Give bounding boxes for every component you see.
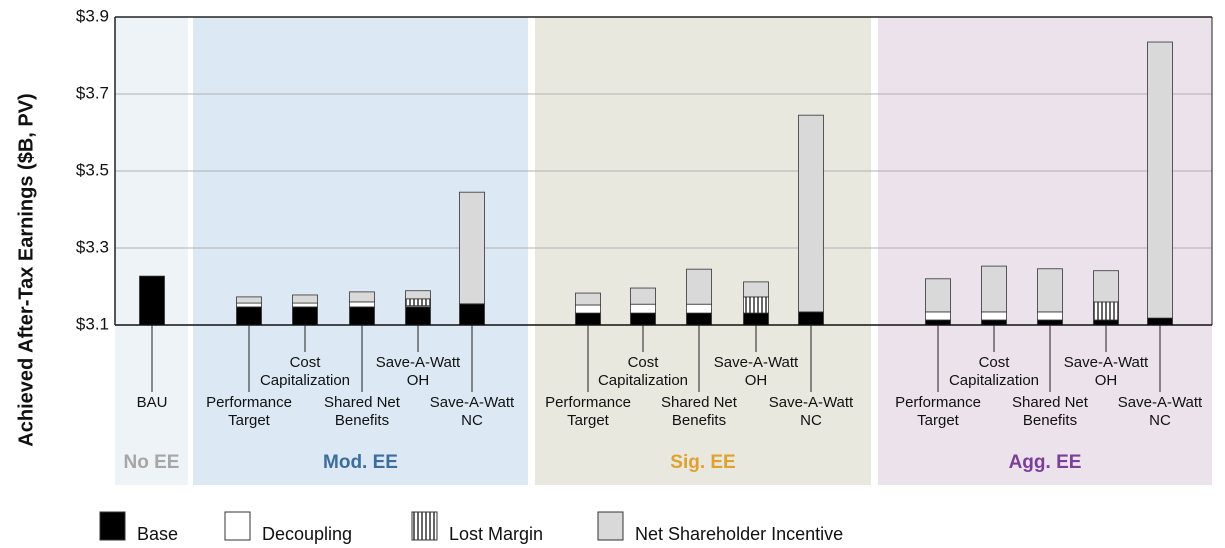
legend-swatch — [411, 511, 438, 541]
category-label: OH — [745, 372, 768, 389]
y-tick-label: $3.7 — [76, 83, 109, 102]
legend-swatch — [224, 511, 251, 541]
y-axis-title: Achieved After-Tax Earnings ($B, PV) — [15, 93, 37, 446]
bar-segment — [1093, 319, 1119, 326]
bar-segment — [1093, 301, 1119, 321]
bar-segment — [981, 311, 1007, 321]
bar-segment — [743, 312, 769, 326]
bar-segment — [925, 319, 951, 326]
bar-segment — [925, 311, 951, 321]
category-label: Benefits — [335, 412, 389, 429]
category-label: Cost — [628, 354, 660, 371]
legend: Base Decoupling Lost Margin Net Shareholder… — [99, 511, 843, 544]
category-label: OH — [407, 372, 430, 389]
category-label: NC — [800, 412, 822, 429]
bar-segment — [1037, 268, 1063, 313]
category-label: Capitalization — [949, 372, 1039, 389]
category-label: Benefits — [672, 412, 726, 429]
category-label: Save-A-Watt — [769, 394, 854, 411]
category-label: Save-A-Watt — [714, 354, 799, 371]
legend-swatch — [597, 511, 624, 541]
bar-segment — [459, 191, 485, 305]
bar-segment — [1037, 319, 1063, 326]
bar-segment — [236, 306, 262, 326]
y-tick-label: $3.5 — [76, 160, 109, 179]
category-label: Target — [917, 412, 960, 429]
bar-segment — [1147, 317, 1173, 326]
bar-segment — [630, 287, 656, 305]
y-tick-label: $3.9 — [76, 6, 109, 25]
legend-swatch — [99, 511, 126, 541]
bar-segment — [798, 114, 824, 313]
category-label: Performance — [895, 394, 981, 411]
bar-segment — [630, 312, 656, 326]
bar-segment — [798, 311, 824, 326]
category-label: NC — [461, 412, 483, 429]
bar-segment — [292, 302, 318, 308]
group-label: Mod. EE — [323, 452, 398, 473]
bar-segment — [743, 296, 769, 314]
legend-label: Decoupling — [262, 524, 352, 544]
bar-segment — [405, 306, 431, 326]
category-label: Save-A-Watt — [1064, 354, 1149, 371]
group-band — [115, 17, 188, 485]
bar-segment — [405, 290, 431, 300]
category-label: Capitalization — [260, 372, 350, 389]
bar-segment — [349, 301, 375, 308]
bar-segment — [575, 304, 601, 314]
bar-segment — [1147, 41, 1173, 319]
category-label: NC — [1149, 412, 1171, 429]
legend-label: Lost Margin — [449, 524, 543, 544]
bar-segment — [236, 296, 262, 304]
category-label: Performance — [545, 394, 631, 411]
category-label: Cost — [979, 354, 1011, 371]
bars — [115, 41, 1212, 326]
category-label: Benefits — [1023, 412, 1077, 429]
category-label: Save-A-Watt — [1118, 394, 1203, 411]
bar-segment — [236, 302, 262, 308]
category-label: BAU — [137, 394, 168, 411]
bar-segment — [349, 291, 375, 303]
bar-segment — [292, 294, 318, 304]
bar-segment — [575, 292, 601, 306]
y-tick-label: $3.1 — [76, 314, 109, 333]
labels: No EE Mod. EE Sig. EE Agg. EE BAU Performance… — [124, 325, 1203, 473]
group-label: Agg. EE — [1009, 452, 1082, 473]
category-label: Save-A-Watt — [376, 354, 461, 371]
bar-segment — [630, 303, 656, 314]
bar-segment — [686, 312, 712, 326]
category-label: Target — [567, 412, 610, 429]
category-label: Shared Net — [661, 394, 738, 411]
bar-segment — [686, 303, 712, 314]
category-label: Capitalization — [598, 372, 688, 389]
bar-segment — [981, 265, 1007, 313]
bar-segment — [743, 281, 769, 298]
legend-label: Base — [137, 524, 178, 544]
bar-segment — [139, 275, 165, 326]
bar-segment — [1093, 270, 1119, 303]
bar-segment — [459, 303, 485, 326]
category-label: Target — [228, 412, 271, 429]
bar-segment — [925, 278, 951, 313]
category-label: Save-A-Watt — [430, 394, 515, 411]
bar-segment — [981, 319, 1007, 326]
legend-label: Net Shareholder Incentive — [635, 524, 843, 544]
category-label: Shared Net — [1012, 394, 1089, 411]
category-label: Cost — [290, 354, 322, 371]
category-label: Performance — [206, 394, 292, 411]
group-label: No EE — [124, 452, 180, 473]
category-label: Shared Net — [324, 394, 401, 411]
bar-segment — [575, 312, 601, 326]
bar-segment — [405, 298, 431, 307]
bar-segment — [349, 306, 375, 326]
group-label: Sig. EE — [670, 452, 735, 473]
bar-segment — [686, 268, 712, 305]
bar-segment — [1037, 311, 1063, 321]
category-label: OH — [1095, 372, 1118, 389]
y-tick-label: $3.3 — [76, 237, 109, 256]
bar-segment — [292, 306, 318, 326]
